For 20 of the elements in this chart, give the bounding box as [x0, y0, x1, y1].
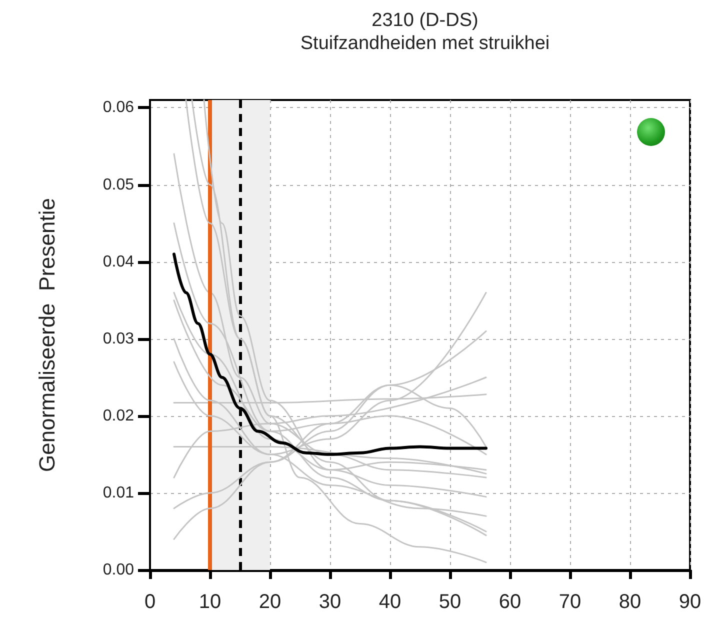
x-tick-label: 30 — [318, 591, 342, 613]
y-tick-label: 0.04 — [102, 253, 134, 270]
x-tick-label: 70 — [558, 591, 582, 613]
x-tick-label: 40 — [378, 591, 402, 613]
x-tick-label: 80 — [618, 591, 642, 613]
x-tick-label: 20 — [258, 591, 282, 613]
chart-subtitle: Stuifzandheiden met struikhei — [300, 33, 550, 54]
x-tick-label: 90 — [678, 591, 702, 613]
x-tick-label: 10 — [198, 591, 222, 613]
y-tick-label: 0.06 — [102, 99, 134, 116]
y-tick-label: 0.01 — [102, 484, 134, 502]
chart-title: 2310 (D-DS) — [372, 10, 478, 31]
x-tick-label: 0 — [144, 591, 156, 613]
y-axis-title: Genormaliseerde Presentie — [34, 198, 60, 472]
x-tick-label: 50 — [438, 591, 462, 613]
y-tick-label: 0.03 — [102, 330, 134, 348]
y-tick-label: 0.00 — [102, 562, 134, 578]
x-tick-label: 60 — [498, 591, 522, 613]
y-tick-label: 0.02 — [102, 407, 134, 424]
y-tick-label: 0.05 — [102, 176, 134, 194]
